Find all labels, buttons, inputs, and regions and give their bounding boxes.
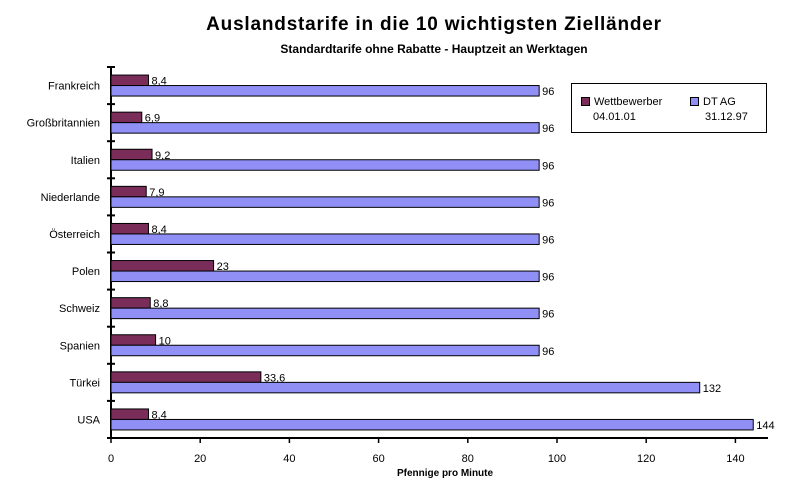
category-label-polen: Polen: [72, 266, 100, 278]
data-label-niederlande-dt-ag: 96: [542, 197, 554, 209]
legend: Wettbewerber 04.01.01 DT AG 31.12.97: [571, 83, 767, 133]
bar-osterreich-wettbewerber: [110, 222, 149, 235]
data-label-polen-dt-ag: 96: [542, 272, 554, 284]
legend-date-wettbewerber: 04.01.01: [593, 111, 636, 123]
bar-turkei-dt-ag: [110, 381, 701, 394]
chart-title: Auslandstarife in die 10 wichtigsten Zie…: [206, 14, 662, 35]
bar-frankreich-wettbewerber: [110, 74, 149, 87]
category-label-schweiz: Schweiz: [59, 303, 100, 315]
data-label-spanien-dt-ag: 96: [542, 346, 554, 358]
data-label-turkei-dt-ag: 132: [703, 383, 721, 395]
data-label-turkei-wettbewerber: 33,6: [264, 372, 285, 384]
category-label-grossbritannien: Großbritannien: [27, 118, 100, 130]
legend-date-dt-ag: 31.12.97: [705, 111, 748, 123]
bar-turkei-wettbewerber: [110, 371, 262, 383]
bar-italien-wettbewerber: [110, 148, 153, 161]
data-label-frankreich-wettbewerber: 8,4: [151, 76, 166, 88]
data-label-schweiz-wettbewerber: 8,8: [153, 298, 168, 310]
bar-spanien-dt-ag: [110, 344, 540, 357]
category-label-frankreich: Frankreich: [48, 81, 100, 93]
data-label-italien-wettbewerber: 9,2: [155, 150, 170, 162]
data-label-osterreich-dt-ag: 96: [542, 234, 554, 246]
x-tick-label: 60: [372, 453, 384, 465]
x-tick-label: 100: [548, 453, 566, 465]
data-label-spanien-wettbewerber: 10: [159, 335, 171, 347]
bar-italien-dt-ag: [110, 159, 540, 171]
data-label-osterreich-wettbewerber: 8,4: [151, 224, 166, 236]
legend-swatch-wettbewerber: [581, 97, 590, 106]
bar-niederlande-wettbewerber: [110, 185, 147, 198]
x-axis-label: Pfennige pro Minute: [397, 468, 494, 479]
x-tick-label: 0: [108, 453, 114, 465]
x-tick-label: 80: [462, 453, 474, 465]
bar-osterreich-dt-ag: [110, 233, 540, 245]
category-label-spanien: Spanien: [60, 340, 100, 352]
bar-niederlande-dt-ag: [110, 196, 540, 208]
x-tick-label: 20: [194, 453, 206, 465]
x-tick-label: 40: [283, 453, 295, 465]
chart-subtitle: Standardtarife ohne Rabatte - Hauptzeit …: [280, 42, 588, 56]
data-label-polen-wettbewerber: 23: [217, 261, 229, 273]
legend-label-dt-ag: DT AG: [703, 96, 736, 108]
bar-schweiz-dt-ag: [110, 307, 540, 320]
bar-schweiz-wettbewerber: [110, 297, 151, 309]
category-label-usa: USA: [77, 414, 100, 426]
data-label-frankreich-dt-ag: 96: [542, 86, 554, 98]
category-label-italien: Italien: [71, 155, 100, 167]
x-tick-label: 120: [637, 453, 655, 465]
bar-polen-wettbewerber: [110, 260, 215, 272]
data-label-usa-dt-ag: 144: [756, 420, 774, 432]
category-label-turkei: Türkei: [69, 377, 100, 389]
bar-frankreich-dt-ag: [110, 85, 540, 97]
data-label-italien-dt-ag: 96: [542, 160, 554, 172]
x-tick-label: 140: [726, 453, 744, 465]
bar-polen-dt-ag: [110, 270, 540, 283]
legend-label-wettbewerber: Wettbewerber: [594, 96, 663, 108]
bar-grossbritannien-wettbewerber: [110, 111, 143, 124]
bar-usa-dt-ag: [110, 418, 754, 431]
data-label-niederlande-wettbewerber: 7,9: [149, 187, 164, 199]
data-label-usa-wettbewerber: 8,4: [151, 409, 166, 421]
data-label-schweiz-dt-ag: 96: [542, 309, 554, 321]
bar-spanien-wettbewerber: [110, 334, 157, 346]
data-label-grossbritannien-wettbewerber: 6,9: [145, 113, 160, 125]
data-label-grossbritannien-dt-ag: 96: [542, 123, 554, 135]
legend-swatch-dt-ag: [690, 97, 699, 106]
category-label-osterreich: Österreich: [49, 229, 100, 241]
bar-grossbritannien-dt-ag: [110, 122, 540, 134]
category-label-niederlande: Niederlande: [41, 192, 100, 204]
bar-usa-wettbewerber: [110, 408, 149, 420]
